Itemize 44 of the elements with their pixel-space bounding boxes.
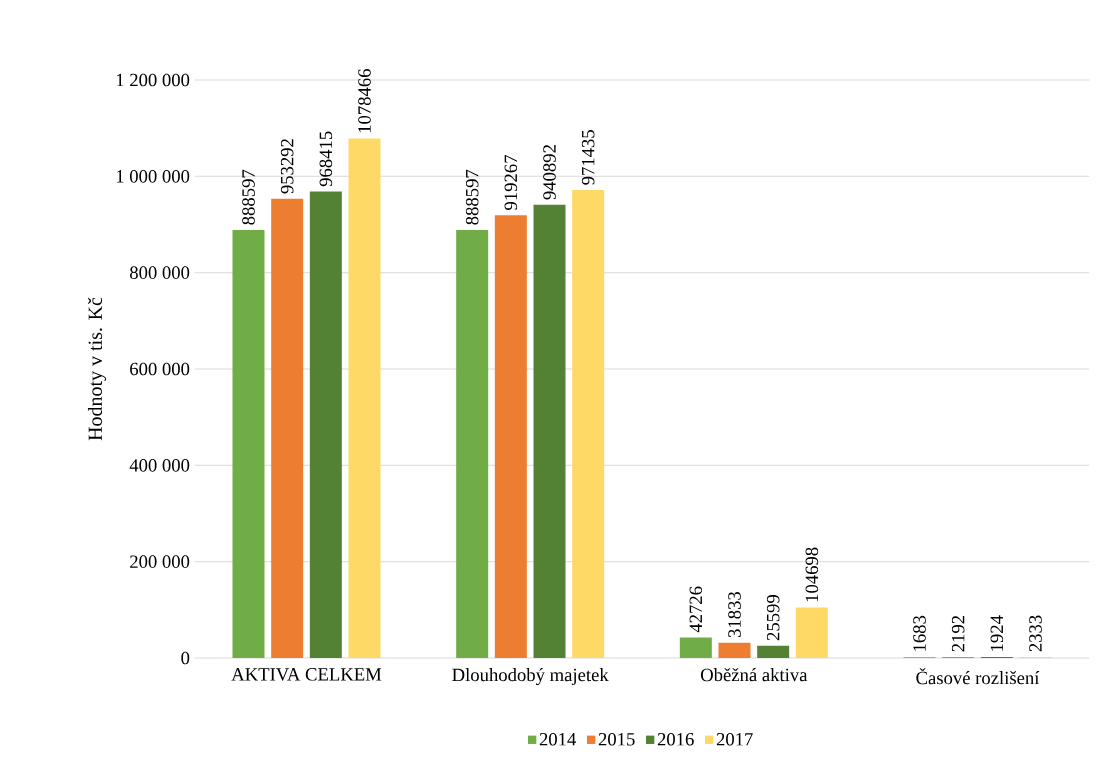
data-label: 1078466 bbox=[358, 69, 371, 133]
data-label: 1683 bbox=[913, 615, 926, 651]
y-axis-title: Hodnoty v tis. Kč bbox=[87, 297, 107, 441]
bar bbox=[232, 229, 265, 658]
y-tick-label: 1 000 000 bbox=[116, 170, 190, 183]
data-label: 968415 bbox=[319, 131, 333, 187]
data-label: 888597 bbox=[465, 169, 479, 225]
x-tick-label: Dlouhodobý majetek bbox=[452, 668, 609, 686]
data-label: 1924 bbox=[990, 615, 1004, 651]
data-label: 25599 bbox=[766, 595, 780, 641]
bar bbox=[271, 198, 304, 658]
data-label: 2192 bbox=[951, 615, 965, 652]
y-tick-label: 0 bbox=[181, 651, 190, 665]
data-label: 953292 bbox=[280, 139, 294, 194]
x-tick-label: Oběžná aktiva bbox=[700, 668, 808, 682]
data-label: 919267 bbox=[504, 155, 518, 210]
legend-label: 2015 bbox=[598, 732, 635, 746]
x-tick-label: AKTIVA CELKEM bbox=[231, 668, 382, 681]
bar bbox=[456, 229, 489, 658]
y-tick-label: 1 200 000 bbox=[116, 73, 190, 87]
data-label: 2333 bbox=[1029, 615, 1042, 652]
y-tick-label: 200 000 bbox=[130, 555, 190, 568]
y-tick-label: 800 000 bbox=[130, 266, 190, 279]
bar bbox=[795, 607, 828, 658]
y-tick-label: 600 000 bbox=[130, 362, 190, 376]
y-tick-label: 400 000 bbox=[129, 459, 190, 472]
data-label: 971435 bbox=[581, 130, 595, 185]
bar bbox=[757, 645, 790, 658]
data-label: 940892 bbox=[543, 145, 556, 200]
bar bbox=[718, 642, 751, 658]
legend-label: 2017 bbox=[716, 732, 753, 746]
data-label: 42726 bbox=[689, 586, 703, 633]
data-label: 31833 bbox=[728, 592, 741, 638]
bar bbox=[572, 190, 605, 658]
legend-label: 2014 bbox=[539, 732, 577, 746]
bar bbox=[533, 204, 566, 658]
data-label: 888597 bbox=[242, 169, 255, 225]
legend-label: 2016 bbox=[657, 732, 694, 746]
data-label: 104698 bbox=[805, 547, 819, 602]
x-tick-label: Časové rozlišení bbox=[916, 668, 1040, 685]
bar bbox=[494, 215, 527, 658]
bar bbox=[348, 138, 381, 658]
bar bbox=[309, 191, 342, 658]
bar bbox=[679, 637, 712, 658]
